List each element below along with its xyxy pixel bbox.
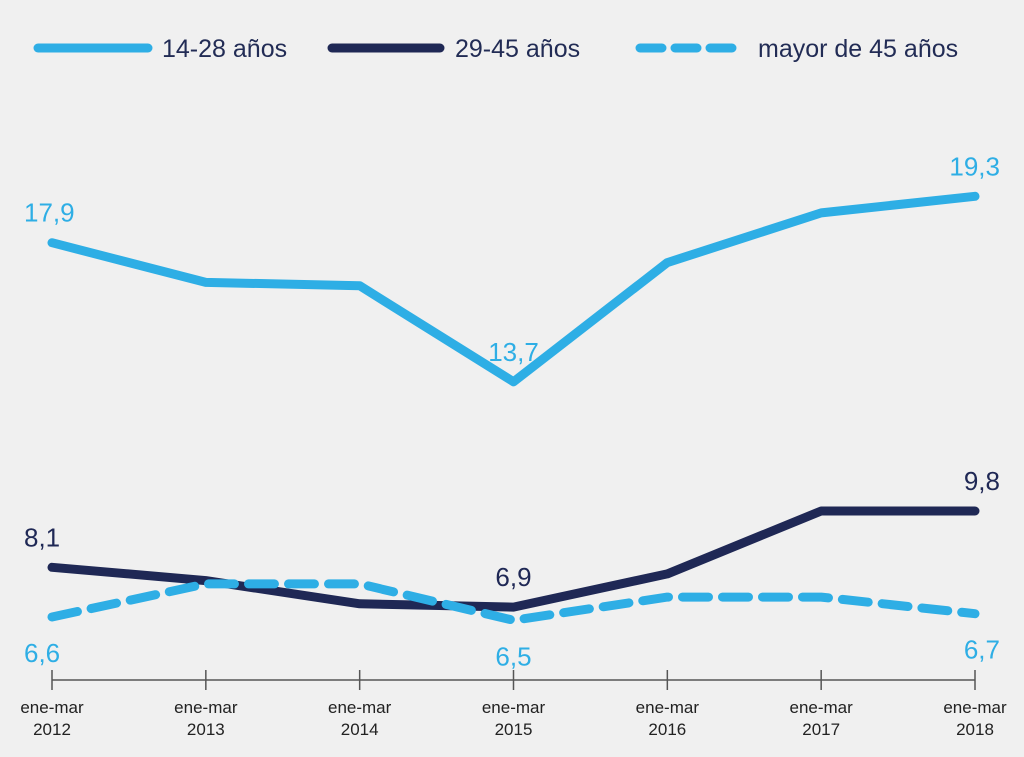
x-tick-label-6: ene-mar 2018	[943, 698, 1007, 739]
x-tick-label-2: ene-mar 2014	[328, 698, 392, 739]
x-tick-label-3: ene-mar 2015	[482, 698, 546, 739]
value-labels: 17,9 13,7 19,3 8,1 6,9 9,8 6,6 6,5 6,7	[24, 151, 1000, 671]
legend-label-1: 14-28 años	[162, 35, 287, 63]
legend-label-2: 29-45 años	[455, 35, 580, 63]
series-lines	[47, 191, 980, 625]
value-label-s3-6: 6,7	[964, 635, 1000, 665]
value-label-s1-3: 13,7	[488, 337, 539, 367]
legend-label-3: mayor de 45 años	[758, 35, 958, 63]
legend: 14-28 años 29-45 años mayor de 45 años	[33, 35, 958, 63]
value-label-s3-0: 6,6	[24, 638, 60, 668]
value-label-s2-3: 6,9	[495, 562, 531, 592]
value-label-s1-0: 17,9	[24, 198, 75, 228]
x-tick-label-1: ene-mar 2013	[174, 698, 238, 739]
value-label-s2-6: 9,8	[964, 466, 1000, 496]
value-label-s2-0: 8,1	[24, 522, 60, 552]
x-axis: ene-mar 2012 ene-mar 2013 ene-mar 2014 ene-mar…	[20, 670, 1007, 739]
series-line-2	[47, 506, 980, 612]
value-label-s3-3: 6,5	[495, 641, 531, 671]
x-tick-label-4: ene-mar 2016	[636, 698, 700, 739]
value-label-s1-6: 19,3	[949, 151, 1000, 181]
x-tick-label-0: ene-mar 2012	[20, 698, 84, 739]
x-tick-label-5: ene-mar 2017	[790, 698, 854, 739]
